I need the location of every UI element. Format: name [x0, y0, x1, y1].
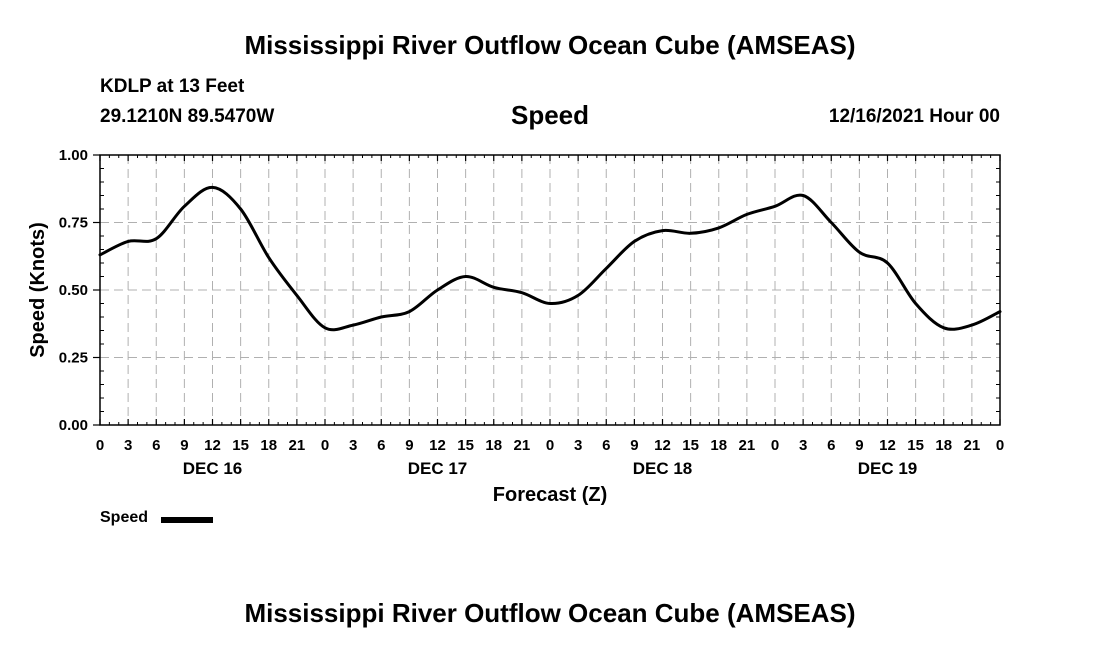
- x-tick-label: 0: [96, 437, 104, 454]
- x-tick-label: 18: [935, 437, 952, 454]
- x-tick-label: 3: [799, 437, 807, 454]
- y-tick-label: 0.25: [59, 350, 88, 367]
- x-tick-label: 21: [739, 437, 756, 454]
- legend-swatch-speed: [161, 517, 213, 523]
- x-tick-label: 12: [204, 437, 221, 454]
- x-tick-label: 3: [124, 437, 132, 454]
- forecast-date-label: 12/16/2021 Hour 00: [828, 106, 1000, 127]
- x-tick-label: 12: [879, 437, 896, 454]
- day-label: DEC 19: [858, 459, 918, 478]
- x-tick-label: 18: [260, 437, 277, 454]
- grid-lines: [100, 155, 1000, 425]
- day-label: DEC 17: [408, 459, 468, 478]
- x-tick-label: 3: [349, 437, 357, 454]
- x-tick-label: 9: [855, 437, 863, 454]
- x-tick-label: 9: [405, 437, 413, 454]
- x-tick-label: 21: [289, 437, 306, 454]
- x-tick-label: 0: [771, 437, 779, 454]
- x-tick-label: 15: [907, 437, 924, 454]
- x-tick-label: 6: [827, 437, 835, 454]
- station-label: KDLP at 13 Feet: [100, 76, 245, 97]
- x-tick-label: 6: [152, 437, 160, 454]
- coordinates-label: 29.1210N 89.5470W: [100, 106, 275, 127]
- x-tick-label: 15: [232, 437, 249, 454]
- day-label: DEC 18: [633, 459, 693, 478]
- day-label: DEC 16: [183, 459, 243, 478]
- x-tick-label: 9: [180, 437, 188, 454]
- x-tick-label: 0: [996, 437, 1004, 454]
- x-tick-label: 21: [514, 437, 531, 454]
- y-tick-label: 0.50: [59, 282, 88, 299]
- y-axis-title: Speed (Knots): [27, 222, 49, 358]
- y-tick-label: 0.00: [59, 417, 88, 434]
- y-tick-label: 1.00: [59, 147, 88, 164]
- x-tick-label: 18: [485, 437, 502, 454]
- series-line-speed: [98, 185, 1002, 332]
- axis-ticks: [93, 154, 1001, 426]
- x-tick-label: 6: [377, 437, 385, 454]
- footer-title: Mississippi River Outflow Ocean Cube (AM…: [244, 598, 856, 628]
- x-tick-label: 9: [630, 437, 638, 454]
- axis-labels: 0 3 6 9 12 15 18 21 0 3 6 9 12 15 18 21 0 3 6 9 12 15 18 21 0 3 6 9…: [27, 147, 1004, 506]
- x-tick-label: 0: [321, 437, 329, 454]
- x-tick-label: 15: [682, 437, 699, 454]
- x-tick-label: 18: [710, 437, 727, 454]
- x-tick-label: 12: [429, 437, 446, 454]
- x-tick-label: 21: [964, 437, 981, 454]
- x-axis-title: Forecast (Z): [493, 484, 607, 506]
- y-tick-label: 0.75: [59, 215, 88, 232]
- x-tick-label: 0: [546, 437, 554, 454]
- plot-title: Speed: [510, 100, 590, 130]
- x-tick-label: 15: [457, 437, 474, 454]
- x-tick-label: 3: [574, 437, 582, 454]
- legend-label: Speed: [100, 509, 149, 526]
- chart-title: Mississippi River Outflow Ocean Cube (AM…: [244, 30, 856, 60]
- x-tick-label: 6: [602, 437, 610, 454]
- x-tick-label: 12: [654, 437, 671, 454]
